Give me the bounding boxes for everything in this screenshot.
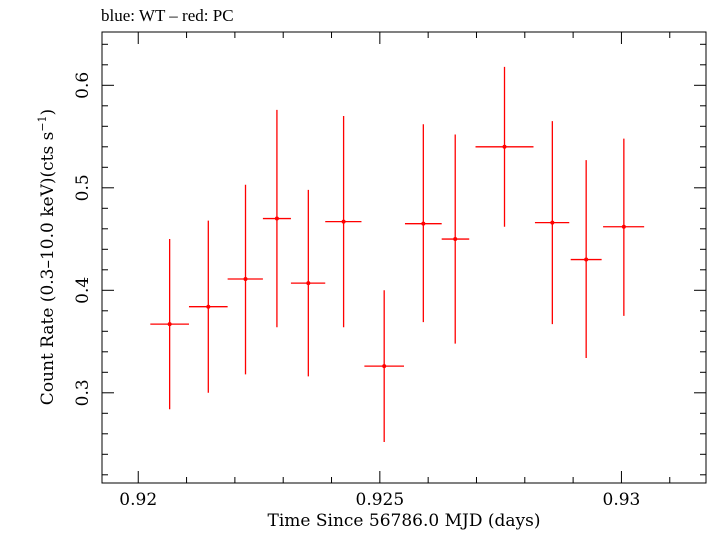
data-point <box>404 124 442 323</box>
point-marker <box>550 220 555 225</box>
point-marker <box>243 277 248 282</box>
x-axis-label: Time Since 56786.0 MJD (days) <box>268 511 541 531</box>
y-axis: 0.3 0.4 0.5 0.6 <box>73 43 706 476</box>
data-series <box>150 66 645 442</box>
x-tick-label: 0.925 <box>356 490 405 510</box>
x-axis: 0.92 0.925 0.93 <box>119 32 671 510</box>
point-marker <box>382 364 387 369</box>
point-marker <box>274 216 279 221</box>
data-point <box>570 160 602 358</box>
data-point <box>441 134 470 344</box>
x-tick-label: 0.92 <box>119 490 157 510</box>
point-marker <box>453 237 458 242</box>
data-point <box>603 138 645 316</box>
point-marker <box>206 304 211 309</box>
y-tick-label: 0.3 <box>73 379 93 406</box>
data-point <box>188 220 228 393</box>
data-point <box>534 121 570 325</box>
y-tick-label: 0.5 <box>73 174 93 201</box>
data-point <box>290 189 326 377</box>
point-marker <box>167 322 172 327</box>
x-tick-label: 0.93 <box>603 490 641 510</box>
y-tick-label: 0.4 <box>73 277 93 304</box>
point-marker <box>621 224 626 229</box>
data-point <box>325 116 362 328</box>
plot-frame <box>101 31 707 484</box>
point-marker <box>341 219 346 224</box>
data-point <box>262 109 291 328</box>
y-tick-label: 0.6 <box>73 72 93 99</box>
data-point <box>227 184 263 375</box>
data-point <box>475 66 534 227</box>
point-marker <box>584 257 589 262</box>
point-marker <box>502 144 507 149</box>
point-marker <box>421 221 426 226</box>
point-marker <box>306 281 311 286</box>
y-axis-label: Count Rate (0.3–10.0 keV)(cts s−1) <box>36 109 58 405</box>
data-point <box>150 239 189 410</box>
chart-title: blue: WT – red: PC <box>101 6 234 25</box>
data-point <box>364 290 404 442</box>
